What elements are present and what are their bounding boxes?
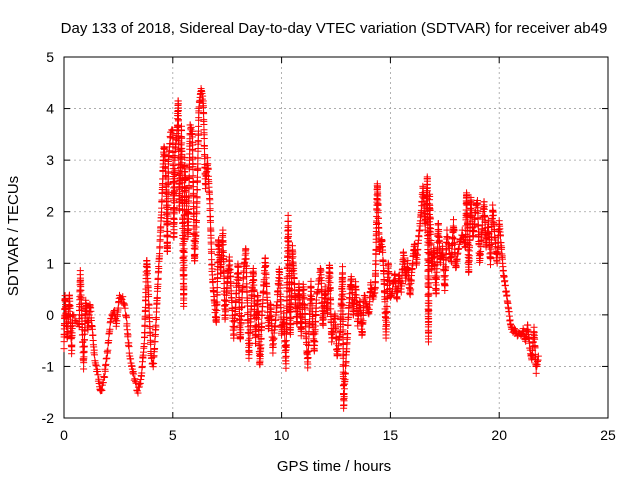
data-point bbox=[163, 221, 171, 229]
data-points bbox=[60, 85, 542, 412]
plot-frame bbox=[63, 56, 609, 419]
data-point bbox=[230, 330, 238, 338]
data-point bbox=[206, 205, 214, 213]
data-point bbox=[501, 281, 509, 289]
data-point bbox=[450, 216, 458, 224]
data-point bbox=[79, 349, 87, 357]
data-point bbox=[275, 274, 283, 282]
data-point bbox=[87, 307, 95, 315]
data-point bbox=[372, 257, 380, 265]
axis-ticks: 0 5 10 15 20 25 -2 -1 0 1 2 3 4 5 bbox=[42, 49, 616, 443]
data-point bbox=[450, 227, 458, 235]
data-point bbox=[74, 319, 82, 327]
data-point bbox=[443, 226, 451, 234]
data-point bbox=[161, 156, 169, 164]
data-point bbox=[532, 369, 540, 377]
data-point bbox=[81, 336, 89, 344]
data-point bbox=[208, 249, 216, 257]
x-tick-label: 15 bbox=[383, 427, 399, 443]
data-point bbox=[130, 376, 138, 384]
data-point bbox=[80, 342, 88, 350]
data-point bbox=[77, 280, 85, 288]
data-point bbox=[125, 343, 133, 351]
y-tick-label: 2 bbox=[46, 204, 54, 220]
data-point bbox=[174, 116, 182, 124]
data-point bbox=[190, 245, 198, 253]
data-point bbox=[211, 305, 219, 313]
data-point bbox=[338, 291, 346, 299]
data-point bbox=[67, 335, 75, 343]
x-axis-label: GPS time / hours bbox=[277, 458, 391, 475]
grid-lines bbox=[64, 57, 608, 418]
data-point bbox=[121, 304, 129, 312]
y-tick-label: -1 bbox=[42, 358, 55, 374]
data-point bbox=[339, 263, 347, 271]
data-point bbox=[66, 304, 74, 312]
data-point bbox=[311, 338, 319, 346]
data-point bbox=[90, 343, 98, 351]
data-point bbox=[307, 291, 315, 299]
data-point bbox=[80, 365, 88, 373]
data-point bbox=[498, 244, 506, 252]
data-point bbox=[81, 327, 89, 335]
data-point bbox=[397, 288, 405, 296]
data-point bbox=[282, 352, 290, 360]
x-tick-label: 25 bbox=[600, 427, 616, 443]
data-point bbox=[254, 301, 262, 309]
data-point bbox=[284, 253, 292, 261]
data-point bbox=[282, 337, 290, 345]
data-point bbox=[424, 283, 432, 291]
data-point bbox=[194, 154, 202, 162]
data-point bbox=[489, 211, 497, 219]
data-point bbox=[88, 325, 96, 333]
data-point bbox=[94, 371, 102, 379]
data-point bbox=[103, 354, 111, 362]
data-point bbox=[284, 233, 292, 241]
data-point bbox=[164, 228, 172, 236]
data-point bbox=[78, 305, 86, 313]
data-point bbox=[242, 255, 250, 263]
data-point bbox=[195, 122, 203, 130]
data-point bbox=[344, 330, 352, 338]
x-tick-label: 5 bbox=[169, 427, 177, 443]
y-tick-label: 3 bbox=[46, 152, 54, 168]
x-tick-label: 20 bbox=[491, 427, 507, 443]
y-tick-label: 5 bbox=[46, 49, 54, 65]
data-point bbox=[194, 173, 202, 181]
data-point bbox=[65, 301, 73, 309]
data-point bbox=[180, 271, 188, 279]
data-point bbox=[234, 269, 242, 277]
data-point bbox=[124, 331, 132, 339]
y-axis-label: SDTVAR / TECUs bbox=[5, 176, 22, 296]
data-point bbox=[158, 204, 166, 212]
data-point bbox=[76, 267, 84, 275]
data-point bbox=[219, 230, 227, 238]
y-tick-label: 4 bbox=[46, 101, 54, 117]
data-point bbox=[193, 186, 201, 194]
y-tick-label: 1 bbox=[46, 255, 54, 271]
y-tick-label: 0 bbox=[46, 307, 54, 323]
data-point bbox=[424, 292, 432, 300]
data-point bbox=[68, 341, 76, 349]
chart-title: Day 133 of 2018, Sidereal Day-to-day VTE… bbox=[61, 20, 608, 37]
data-point bbox=[179, 272, 187, 280]
data-point bbox=[304, 354, 312, 362]
data-point bbox=[69, 312, 77, 320]
data-point bbox=[382, 334, 390, 342]
data-point bbox=[60, 345, 68, 353]
data-point bbox=[309, 329, 317, 337]
data-point bbox=[486, 261, 494, 269]
x-tick-label: 10 bbox=[274, 427, 290, 443]
y-tick-label: -2 bbox=[42, 410, 55, 426]
data-point bbox=[339, 382, 347, 390]
data-point bbox=[151, 344, 159, 352]
x-tick-label: 0 bbox=[60, 427, 68, 443]
data-point bbox=[434, 220, 442, 228]
data-point bbox=[304, 348, 312, 356]
data-point bbox=[106, 325, 114, 333]
